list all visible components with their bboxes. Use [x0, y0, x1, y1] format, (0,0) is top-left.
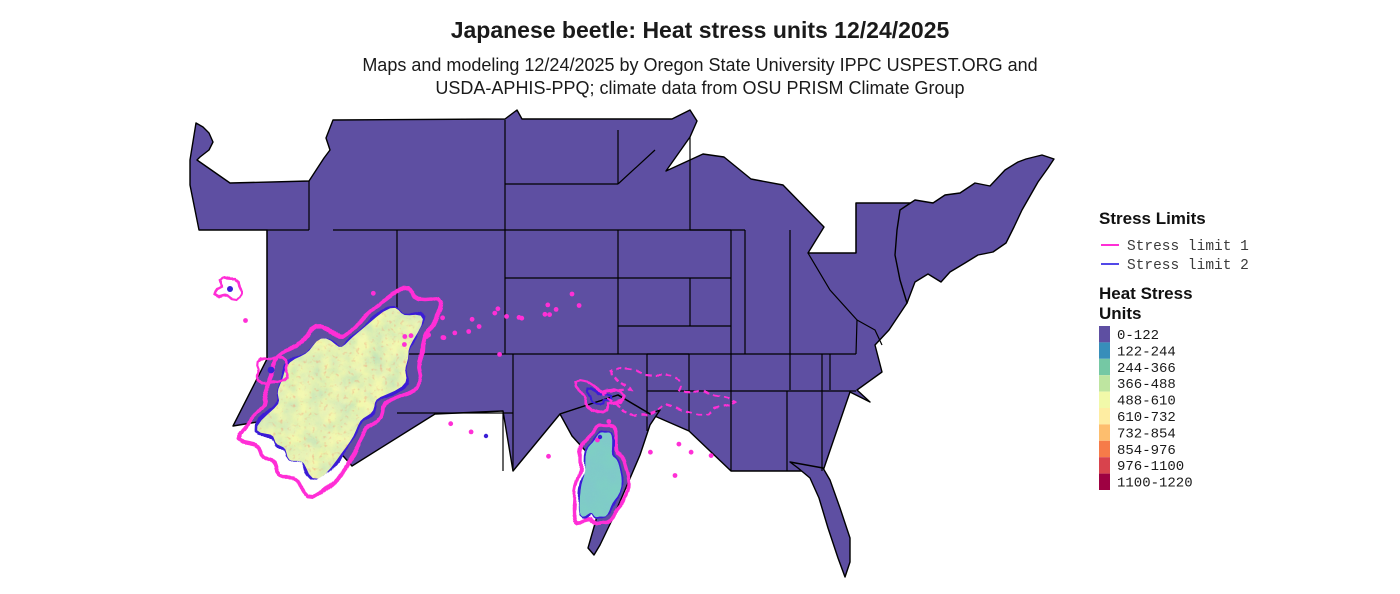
svg-text:1100-1220: 1100-1220	[1117, 476, 1193, 492]
svg-text:610-732: 610-732	[1117, 410, 1176, 426]
svg-text:976-1100: 976-1100	[1117, 459, 1184, 475]
svg-text:244-366: 244-366	[1117, 361, 1176, 377]
svg-text:122-244: 122-244	[1117, 344, 1176, 360]
svg-text:Stress limit 2: Stress limit 2	[1127, 258, 1249, 274]
svg-text:732-854: 732-854	[1117, 426, 1176, 442]
svg-text:854-976: 854-976	[1117, 443, 1176, 459]
svg-text:488-610: 488-610	[1117, 394, 1176, 410]
svg-text:0-122: 0-122	[1117, 328, 1159, 344]
svg-text:366-488: 366-488	[1117, 377, 1176, 393]
svg-text:Stress limit 1: Stress limit 1	[1127, 239, 1249, 255]
